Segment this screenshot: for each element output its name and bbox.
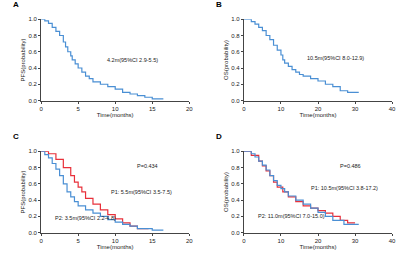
svg-text:0.6: 0.6 bbox=[231, 181, 240, 187]
svg-text:40: 40 bbox=[389, 238, 396, 244]
svg-text:0.2: 0.2 bbox=[231, 81, 240, 87]
svg-text:0.0: 0.0 bbox=[29, 230, 38, 236]
svg-text:P2: 11.0m(95%CI 7.0-15.0): P2: 11.0m(95%CI 7.0-15.0) bbox=[258, 213, 325, 219]
svg-text:PFS(probability): PFS(probability) bbox=[20, 38, 26, 81]
svg-text:0.4: 0.4 bbox=[231, 65, 240, 71]
svg-text:10: 10 bbox=[112, 238, 119, 244]
svg-text:B: B bbox=[216, 0, 222, 9]
svg-text:10: 10 bbox=[278, 106, 285, 112]
svg-text:0.6: 0.6 bbox=[29, 181, 38, 187]
svg-text:0.4: 0.4 bbox=[29, 197, 38, 203]
svg-text:A: A bbox=[13, 0, 19, 9]
svg-text:5: 5 bbox=[76, 238, 80, 244]
svg-text:P1: 10.5m(95%CI 3.8-17.2): P1: 10.5m(95%CI 3.8-17.2) bbox=[311, 185, 378, 191]
svg-text:30: 30 bbox=[352, 106, 359, 112]
svg-text:0.2: 0.2 bbox=[29, 213, 38, 219]
svg-text:20: 20 bbox=[186, 238, 193, 244]
svg-text:0.6: 0.6 bbox=[29, 49, 38, 55]
svg-text:D: D bbox=[216, 132, 222, 141]
svg-text:15: 15 bbox=[149, 238, 156, 244]
svg-text:OS(probability): OS(probability) bbox=[223, 40, 229, 80]
svg-text:0: 0 bbox=[39, 106, 43, 112]
svg-text:1.0: 1.0 bbox=[29, 148, 38, 154]
svg-text:0: 0 bbox=[39, 238, 43, 244]
svg-text:0.0: 0.0 bbox=[29, 98, 38, 104]
svg-text:0.2: 0.2 bbox=[231, 213, 240, 219]
svg-text:10.5m(95%CI 8.0-12.9): 10.5m(95%CI 8.0-12.9) bbox=[307, 55, 364, 61]
svg-text:30: 30 bbox=[352, 238, 359, 244]
svg-text:0.8: 0.8 bbox=[231, 33, 240, 39]
svg-text:10: 10 bbox=[278, 238, 285, 244]
svg-text:0.4: 0.4 bbox=[231, 197, 240, 203]
svg-text:15: 15 bbox=[149, 106, 156, 112]
svg-text:Time(months): Time(months) bbox=[300, 112, 337, 118]
svg-text:0.0: 0.0 bbox=[231, 230, 240, 236]
svg-text:4.2m(95%CI 2.9-5.5): 4.2m(95%CI 2.9-5.5) bbox=[107, 57, 158, 63]
svg-text:0.0: 0.0 bbox=[231, 98, 240, 104]
svg-text:Time(months): Time(months) bbox=[300, 244, 337, 250]
svg-text:20: 20 bbox=[315, 106, 322, 112]
svg-text:PFS(probability): PFS(probability) bbox=[20, 170, 26, 213]
svg-text:0: 0 bbox=[242, 238, 246, 244]
svg-text:Time(months): Time(months) bbox=[97, 112, 134, 118]
svg-text:0.8: 0.8 bbox=[29, 33, 38, 39]
svg-text:0: 0 bbox=[242, 106, 246, 112]
svg-text:C: C bbox=[13, 132, 19, 141]
svg-text:10: 10 bbox=[112, 106, 119, 112]
svg-text:0.6: 0.6 bbox=[231, 49, 240, 55]
svg-text:1.0: 1.0 bbox=[231, 148, 240, 154]
svg-text:P=0.486: P=0.486 bbox=[340, 163, 361, 169]
svg-text:0.8: 0.8 bbox=[29, 165, 38, 171]
svg-text:5: 5 bbox=[76, 106, 80, 112]
svg-text:P2: 3.5m(95%CI 2.2-4.8): P2: 3.5m(95%CI 2.2-4.8) bbox=[55, 215, 116, 221]
svg-text:OS(probability): OS(probability) bbox=[223, 172, 229, 212]
svg-text:Time(months): Time(months) bbox=[97, 244, 134, 250]
svg-text:1.0: 1.0 bbox=[29, 16, 38, 22]
svg-text:1.0: 1.0 bbox=[231, 16, 240, 22]
svg-text:40: 40 bbox=[389, 106, 396, 112]
svg-text:20: 20 bbox=[186, 106, 193, 112]
svg-text:20: 20 bbox=[315, 238, 322, 244]
svg-text:0.8: 0.8 bbox=[231, 165, 240, 171]
svg-text:0.2: 0.2 bbox=[29, 81, 38, 87]
svg-text:P=0.434: P=0.434 bbox=[137, 163, 158, 169]
svg-text:P1: 5.5m(95%CI 3.5-7.5): P1: 5.5m(95%CI 3.5-7.5) bbox=[111, 189, 172, 195]
svg-text:0.4: 0.4 bbox=[29, 65, 38, 71]
